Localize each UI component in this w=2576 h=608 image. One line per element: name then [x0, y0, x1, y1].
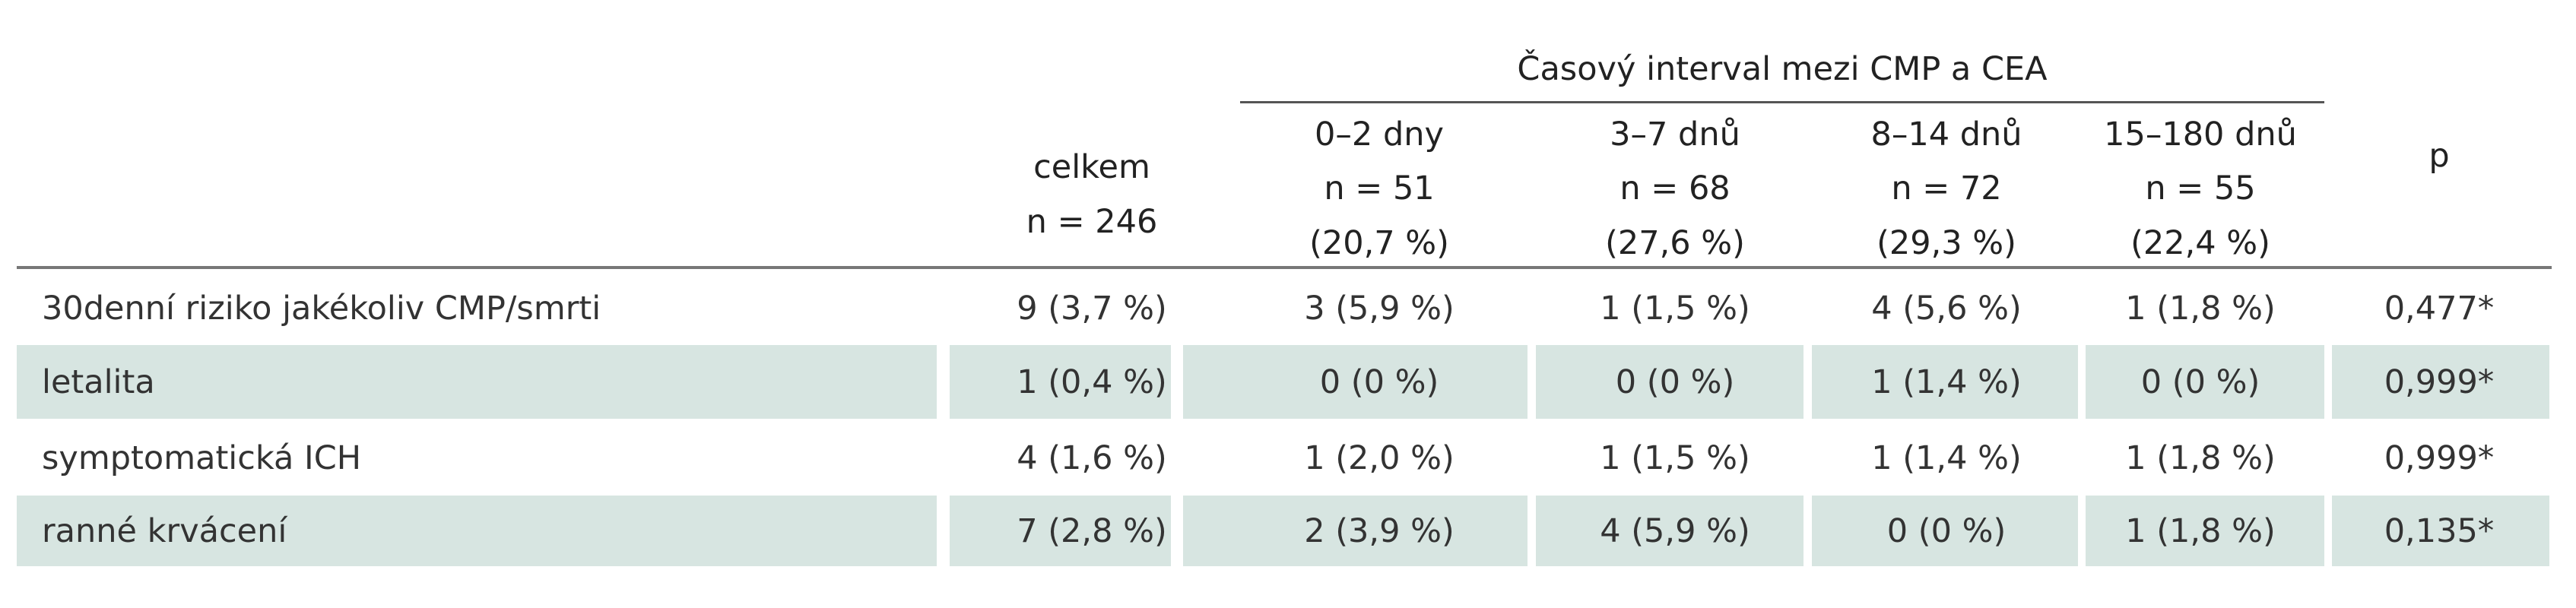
table-cell: 0,135*: [2384, 511, 2495, 550]
table-cell: 1 (2,0 %): [1304, 439, 1455, 477]
row-shading: [2332, 496, 2549, 566]
row-shading: [2086, 496, 2324, 566]
table-cell: 0 (0 %): [1319, 363, 1439, 401]
row-label: ranné krvácení: [42, 511, 287, 550]
table-cell: 1 (1,8 %): [2125, 511, 2276, 550]
table-cell: 1 (1,4 %): [1871, 439, 2022, 477]
group-header: Časový interval mezi CMP a CEA: [1517, 50, 2048, 88]
table-cell: 7 (2,8 %): [1017, 511, 1167, 550]
column-header: p: [2428, 137, 2450, 175]
row-shading: [1536, 496, 1804, 566]
column-header: n = 55: [2145, 169, 2256, 207]
row-shading: [2332, 345, 2549, 419]
table-cell: 1 (0,4 %): [1017, 363, 1167, 401]
table-cell: 2 (3,9 %): [1304, 511, 1455, 550]
table-cell: 0 (0 %): [1886, 511, 2007, 550]
table-cell: 0,477*: [2384, 290, 2495, 328]
column-header: n = 68: [1620, 169, 1731, 207]
column-header: 0–2 dny: [1315, 116, 1444, 154]
table-cell: 1 (1,5 %): [1600, 290, 1750, 328]
row-shading: [1183, 496, 1528, 566]
row-label: letalita: [42, 363, 155, 401]
column-header: (27,6 %): [1605, 224, 1745, 262]
column-header: celkem: [1033, 148, 1150, 186]
table-cell: 0,999*: [2384, 363, 2495, 401]
column-header: (20,7 %): [1309, 224, 1449, 262]
group-underline: [1240, 101, 2324, 103]
row-label: 30denní riziko jakékoliv CMP/smrti: [42, 290, 601, 328]
column-header: n = 246: [1026, 203, 1158, 241]
table-cell: 3 (5,9 %): [1304, 290, 1455, 328]
column-header: (29,3 %): [1876, 224, 2016, 262]
row-shading: [1183, 345, 1528, 419]
table-cell: 1 (1,8 %): [2125, 439, 2276, 477]
row-shading: [1536, 345, 1804, 419]
column-header: n = 51: [1324, 169, 1435, 207]
row-shading: [1812, 496, 2078, 566]
table-cell: 4 (5,9 %): [1600, 511, 1750, 550]
table-cell: 0 (0 %): [2140, 363, 2260, 401]
table-cell: 9 (3,7 %): [1017, 290, 1167, 328]
table-cell: 1 (1,5 %): [1600, 439, 1750, 477]
table-cell: 0,999*: [2384, 439, 2495, 477]
row-shading: [2086, 345, 2324, 419]
row-label: symptomatická ICH: [42, 439, 362, 477]
column-header: 3–7 dnů: [1610, 116, 1740, 154]
row-shading: [17, 345, 937, 419]
table-cell: 0 (0 %): [1615, 363, 1735, 401]
table-cell: 1 (1,4 %): [1871, 363, 2022, 401]
row-shading: [950, 345, 1171, 419]
table-cell: 1 (1,8 %): [2125, 290, 2276, 328]
table-cell: 4 (1,6 %): [1017, 439, 1167, 477]
column-header: (22,4 %): [2130, 224, 2270, 262]
row-shading: [17, 496, 937, 566]
row-shading: [1812, 345, 2078, 419]
header-rule: [17, 266, 2552, 269]
column-header: 8–14 dnů: [1870, 116, 2022, 154]
column-header: n = 72: [1891, 169, 2002, 207]
row-shading: [950, 496, 1171, 566]
table-cell: 4 (5,6 %): [1871, 290, 2022, 328]
column-header: 15–180 dnů: [2104, 116, 2297, 154]
